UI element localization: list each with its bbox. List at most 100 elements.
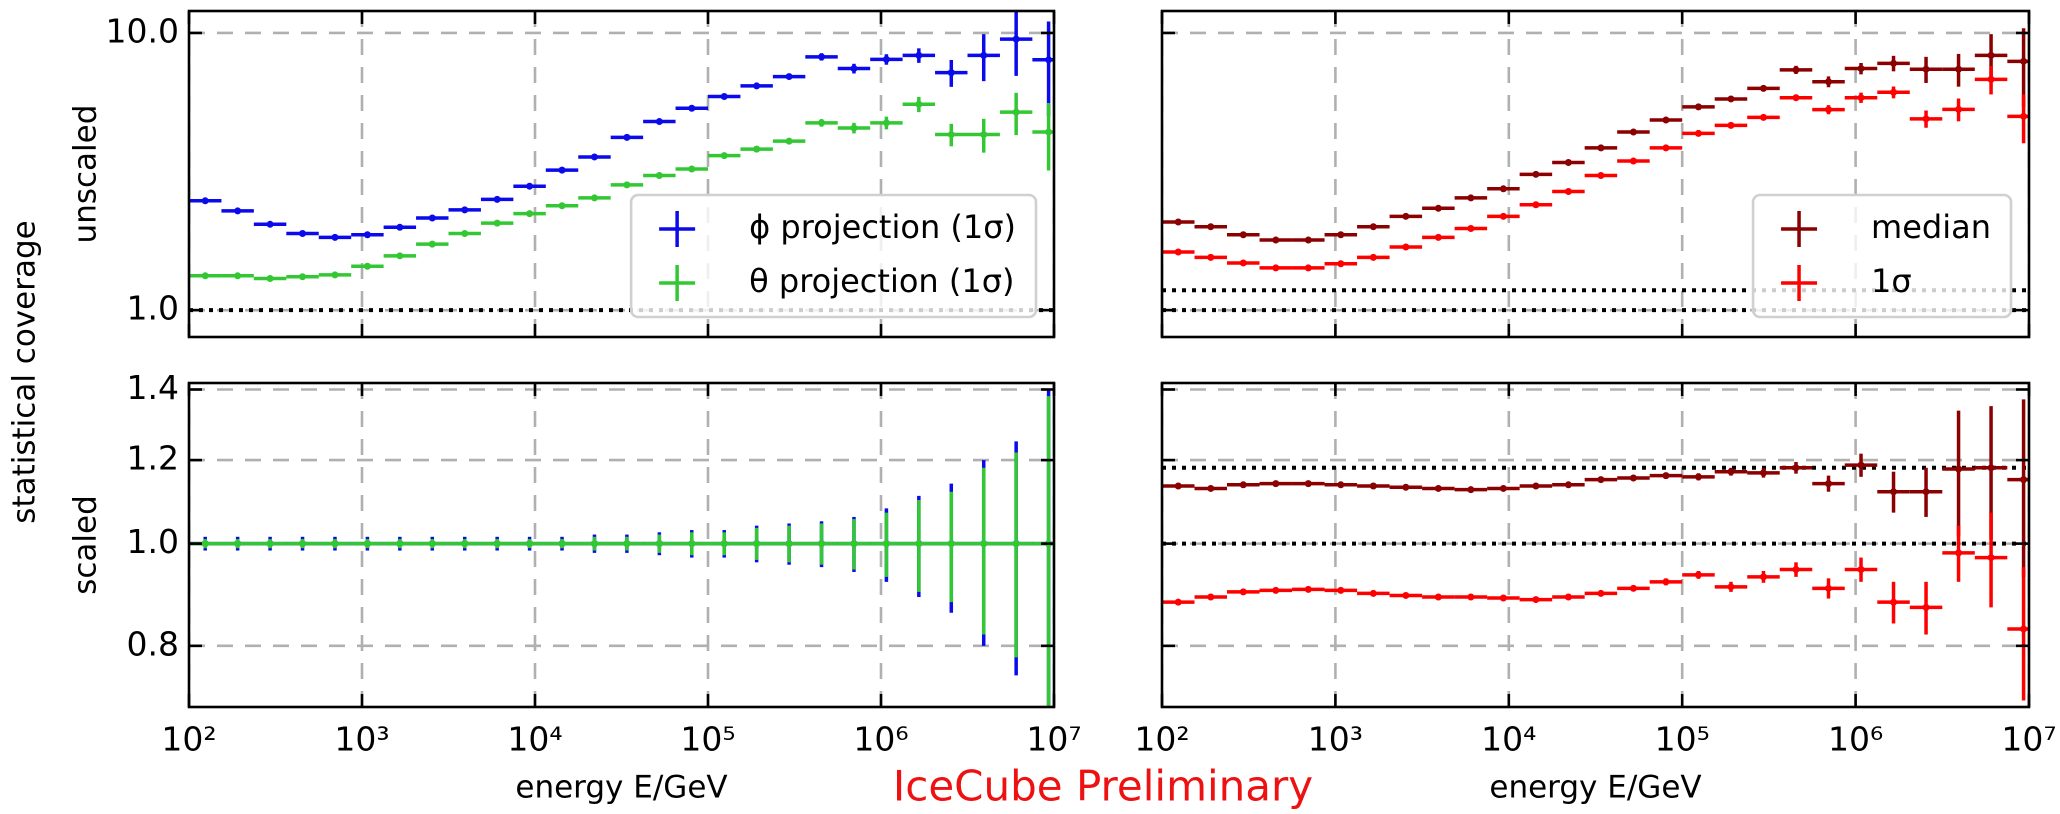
point — [558, 540, 566, 548]
point — [915, 51, 923, 59]
point — [558, 166, 566, 174]
point — [1694, 129, 1702, 137]
point — [234, 207, 242, 215]
point — [1174, 482, 1182, 490]
point — [1597, 144, 1605, 152]
point — [1662, 116, 1670, 124]
point — [1369, 253, 1377, 261]
point — [1727, 95, 1735, 103]
point — [1694, 571, 1702, 579]
point — [1304, 480, 1312, 488]
point — [785, 137, 793, 145]
point — [1369, 482, 1377, 490]
point — [331, 540, 339, 548]
point — [1532, 201, 1540, 209]
point — [1987, 51, 1995, 59]
point — [1629, 128, 1637, 136]
point — [1694, 473, 1702, 481]
axes-frame — [187, 381, 1056, 709]
x-tick-label: 10⁴ — [1481, 720, 1536, 759]
point — [266, 540, 274, 548]
legend-label: θ projection (1σ) — [749, 262, 1014, 300]
point — [1890, 598, 1898, 606]
point — [1597, 476, 1605, 484]
point — [1402, 212, 1410, 220]
point — [201, 272, 209, 280]
point — [1272, 264, 1280, 272]
point — [753, 145, 761, 153]
point — [1239, 259, 1247, 267]
point — [720, 540, 728, 548]
y-tick-label: 1.2 — [127, 439, 179, 478]
x-tick-label: 10⁵ — [1655, 720, 1710, 759]
point — [1337, 481, 1345, 489]
point — [526, 540, 534, 548]
point — [1272, 236, 1280, 244]
point — [201, 197, 209, 205]
point — [1792, 566, 1800, 574]
point — [1434, 484, 1442, 492]
point — [1304, 585, 1312, 593]
point — [1662, 578, 1670, 586]
point — [526, 182, 534, 190]
point — [1174, 598, 1182, 606]
point — [1434, 204, 1442, 212]
point — [1402, 591, 1410, 599]
point — [1857, 566, 1865, 574]
point — [461, 540, 469, 548]
point — [623, 133, 631, 141]
point — [947, 69, 955, 77]
x-axis-label: energy E/GeV — [1489, 770, 1701, 806]
panel: median 1σ — [1160, 9, 2031, 339]
point — [1012, 35, 1020, 43]
point — [1597, 172, 1605, 180]
point — [1694, 103, 1702, 111]
point — [850, 540, 858, 548]
point — [1499, 212, 1507, 220]
legend-label: ϕ projection (1σ) — [749, 208, 1016, 246]
x-tick-label: 10⁶ — [1828, 720, 1883, 759]
point — [461, 206, 469, 214]
point — [947, 540, 955, 548]
point — [2020, 476, 2028, 484]
point — [1337, 260, 1345, 268]
x-tick-label: 10⁴ — [507, 720, 562, 759]
point — [1564, 158, 1572, 166]
point — [980, 131, 988, 139]
point — [1467, 486, 1475, 494]
point — [1467, 225, 1475, 233]
point — [1045, 56, 1053, 64]
point — [1467, 593, 1475, 601]
point — [493, 195, 501, 203]
point — [655, 540, 663, 548]
point — [299, 540, 307, 548]
point — [655, 172, 663, 180]
legend: median 1σ — [1751, 193, 2013, 319]
point — [1727, 121, 1735, 129]
point — [655, 118, 663, 126]
point — [882, 540, 890, 548]
legend-box — [629, 193, 1038, 319]
point — [1369, 589, 1377, 597]
point — [1012, 108, 1020, 116]
point — [266, 275, 274, 283]
point — [526, 210, 534, 218]
point — [363, 540, 371, 548]
point — [1955, 105, 1963, 113]
point — [882, 55, 890, 63]
point — [1174, 248, 1182, 256]
point — [1825, 480, 1833, 488]
x-tick-label: 10³ — [334, 720, 389, 759]
point — [1304, 264, 1312, 272]
point — [1629, 474, 1637, 482]
point — [1272, 480, 1280, 488]
point — [1629, 584, 1637, 592]
point — [299, 230, 307, 238]
point — [493, 540, 501, 548]
point — [1597, 589, 1605, 597]
y-tick-label: 1.4 — [127, 368, 179, 407]
x-tick-label: 10³ — [1308, 720, 1363, 759]
point — [1045, 128, 1053, 136]
point — [1857, 94, 1865, 102]
point — [688, 104, 696, 112]
